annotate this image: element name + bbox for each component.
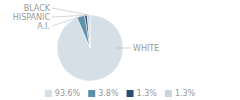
slice — [87, 15, 90, 48]
slice-label: WHITE — [133, 44, 159, 53]
legend-label: 3.8% — [98, 89, 119, 98]
legend-item: 93.6% — [45, 89, 81, 98]
chart: WHITE A.I.HISPANICBLACK 93.6% 3.8% 1.3% 1.3% — [0, 0, 240, 100]
slice — [77, 15, 90, 48]
legend-swatch — [45, 90, 52, 97]
labels: WHITE A.I.HISPANICBLACK — [13, 4, 159, 53]
leader-line — [115, 48, 131, 49]
leader-line — [52, 8, 89, 15]
legend-swatch — [88, 90, 95, 97]
legend-label: 1.3% — [175, 89, 196, 98]
slice-label: BLACK — [24, 4, 51, 13]
legend-item: 1.3% — [127, 89, 158, 98]
slice — [57, 15, 123, 81]
legend-item: 3.8% — [88, 89, 119, 98]
slice-label: A.I. — [37, 22, 50, 31]
legend-swatch — [165, 90, 172, 97]
legend-item: 1.3% — [165, 89, 196, 98]
legend-swatch — [127, 90, 134, 97]
slice — [85, 15, 90, 48]
pie — [57, 15, 123, 81]
legend-label: 93.6% — [55, 89, 81, 98]
legend-label: 1.3% — [137, 89, 158, 98]
legend: 93.6% 3.8% 1.3% 1.3% — [45, 89, 196, 98]
leader-line — [52, 16, 81, 26]
slice-label: HISPANIC — [13, 13, 51, 22]
leader-line — [52, 15, 86, 17]
